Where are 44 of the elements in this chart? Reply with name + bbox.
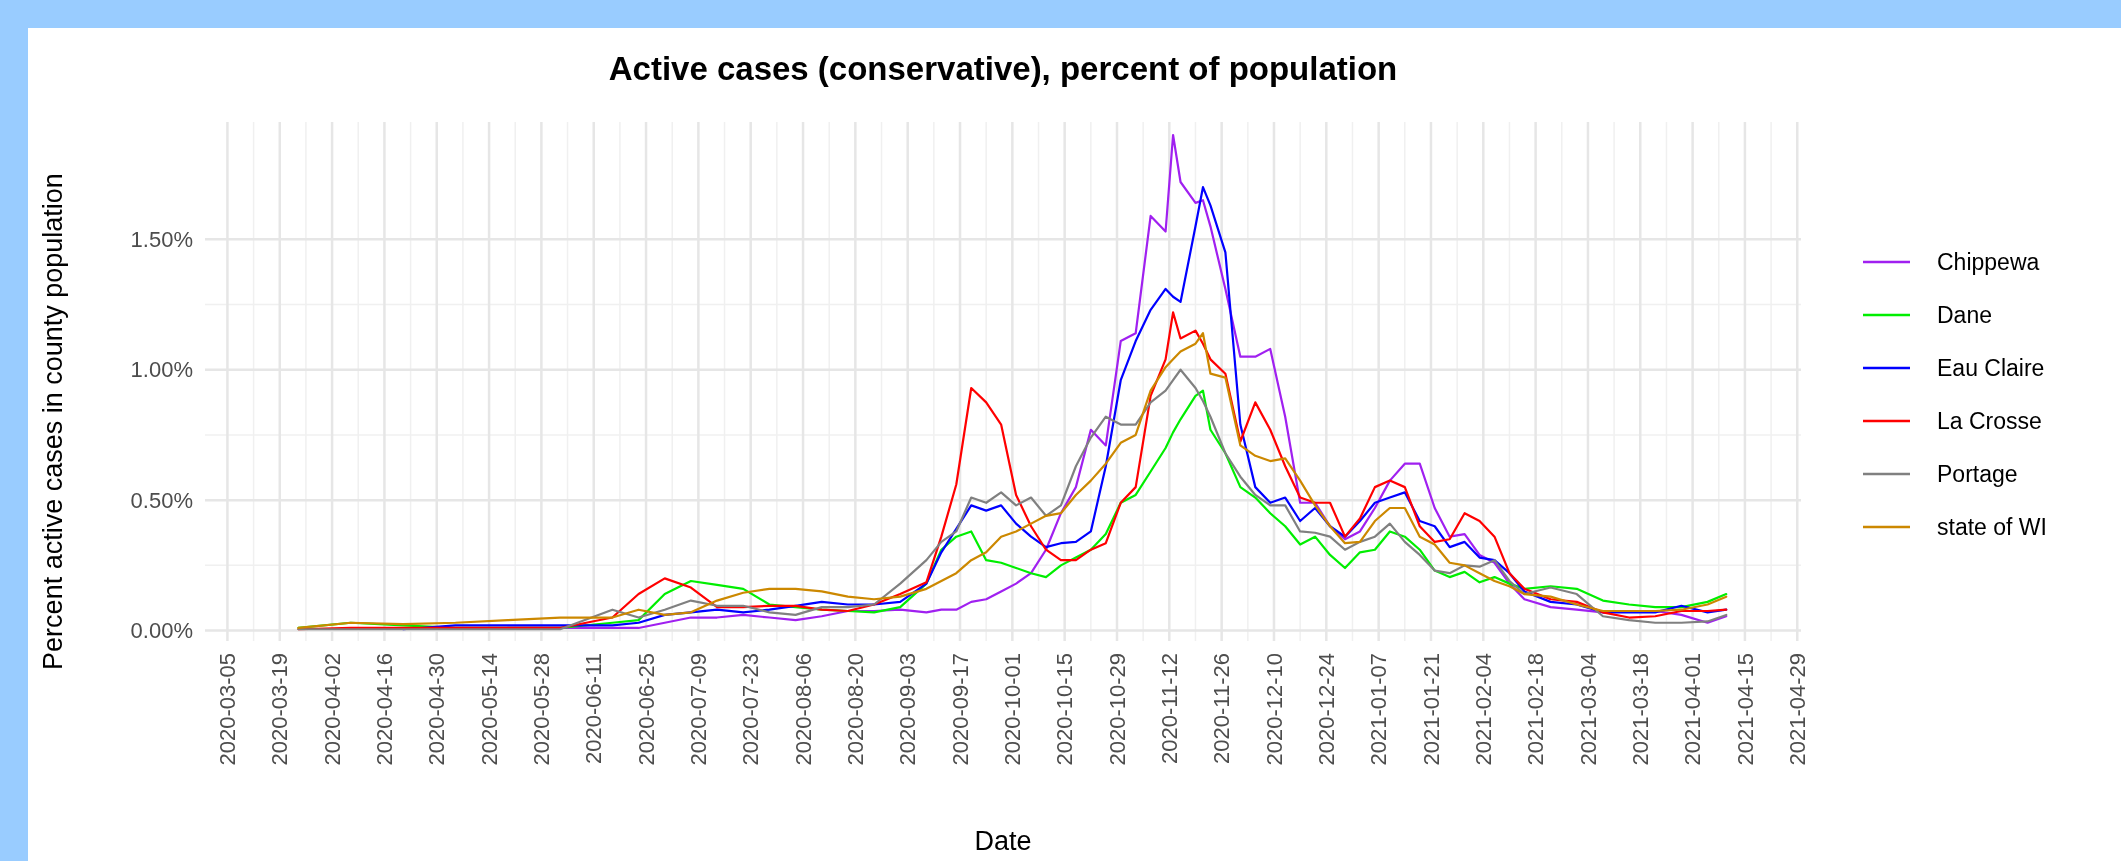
x-tick-label: 2020-08-06	[790, 653, 816, 766]
x-tick-label: 2020-07-23	[738, 653, 764, 766]
x-tick-label: 2021-02-04	[1470, 653, 1496, 766]
x-tick-label: 2021-03-18	[1627, 653, 1653, 766]
x-tick-label: 2021-04-29	[1784, 653, 1810, 766]
x-tick-label: 2020-10-15	[1052, 653, 1078, 766]
x-tick-label: 2021-01-07	[1366, 653, 1392, 766]
y-tick-label: 1.50%	[130, 227, 193, 253]
x-tick-label: 2020-12-10	[1261, 653, 1287, 766]
x-tick-label: 2020-06-11	[581, 653, 607, 764]
y-tick-label: 1.00%	[130, 357, 193, 383]
x-axis-title: Date	[974, 826, 1032, 856]
legend-label: Eau Claire	[1937, 355, 2045, 382]
x-tick-label: 2020-09-17	[947, 653, 973, 766]
x-tick-label: 2020-07-09	[686, 653, 712, 766]
x-tick-label: 2020-10-29	[1104, 653, 1130, 766]
x-tick-label: 2020-04-30	[424, 653, 450, 766]
x-tick-label: 2020-03-05	[215, 653, 241, 766]
x-tick-label: 2020-10-01	[1000, 653, 1026, 766]
legend-label: Chippewa	[1937, 249, 2040, 276]
x-tick-label: 2020-06-25	[633, 653, 659, 766]
x-tick-label: 2020-03-19	[267, 653, 293, 766]
legend-label: state of WI	[1937, 514, 2047, 541]
chart-title: Active cases (conservative), percent of population	[608, 50, 1398, 87]
x-tick-label: 2020-08-20	[843, 653, 869, 766]
y-axis-title: Percent active cases in county population	[38, 173, 68, 670]
legend-label: Portage	[1937, 461, 2018, 488]
y-tick-label: 0.00%	[130, 618, 193, 644]
y-tick-label: 0.50%	[130, 487, 193, 513]
x-tick-label: 2020-04-02	[319, 653, 345, 766]
x-tick-label: 2020-09-03	[895, 653, 921, 766]
x-tick-label: 2020-04-16	[372, 653, 398, 766]
x-tick-label: 2021-04-15	[1732, 653, 1758, 766]
x-tick-label: 2020-12-24	[1314, 653, 1340, 766]
x-tick-label: 2020-05-28	[529, 653, 555, 766]
x-tick-label: 2020-11-26	[1209, 653, 1235, 764]
legend-label: La Crosse	[1937, 408, 2042, 435]
x-tick-label: 2021-03-04	[1575, 653, 1601, 766]
x-tick-label: 2020-11-12	[1157, 653, 1183, 764]
x-tick-label: 2020-05-14	[476, 653, 502, 766]
x-tick-label: 2021-02-18	[1523, 653, 1549, 766]
x-tick-label: 2021-01-21	[1418, 653, 1444, 766]
x-tick-label: 2021-04-01	[1680, 653, 1706, 766]
legend-label: Dane	[1937, 302, 1992, 329]
